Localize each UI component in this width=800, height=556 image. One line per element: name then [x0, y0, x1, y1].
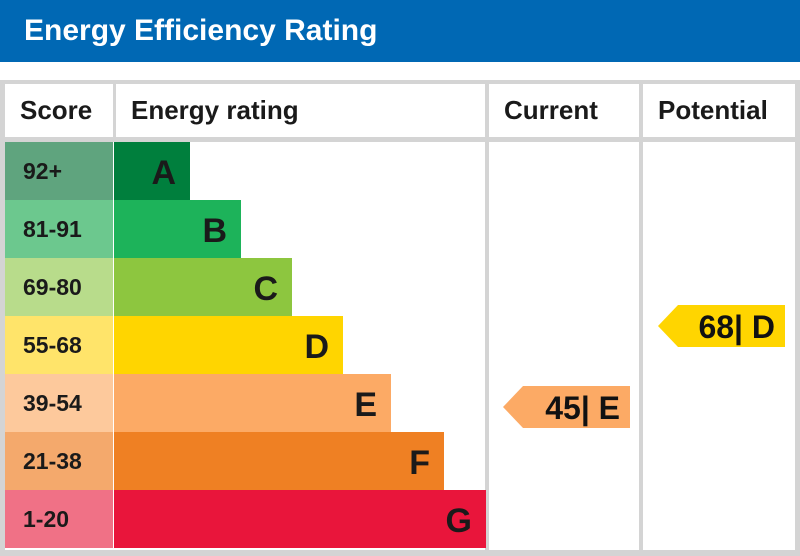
score-c: 69-80	[5, 258, 113, 316]
score-e: 39-54	[5, 374, 113, 432]
rating-header: Energy rating	[131, 95, 299, 125]
score-f: 21-38	[5, 432, 113, 490]
band-bar-b: B	[114, 200, 241, 258]
band-bar-c: C	[114, 258, 292, 316]
band-bar-d: D	[114, 316, 343, 374]
potential-header: Potential	[658, 95, 768, 125]
potential-header-cell	[643, 84, 795, 137]
band-bar-f: F	[114, 432, 444, 490]
chart-title: Energy Efficiency Rating	[0, 0, 800, 62]
current-cell	[489, 142, 639, 550]
current-header-cell	[489, 84, 639, 137]
potential-rating-arrow: 68| D	[658, 305, 785, 347]
score-header-cell	[5, 84, 113, 137]
score-b: 81-91	[5, 200, 113, 258]
band-bar-e: E	[114, 374, 391, 432]
rating-header-cell	[116, 84, 485, 137]
rating-table: Score Energy rating Current Potential 92…	[0, 80, 800, 556]
current-header: Current	[504, 95, 598, 125]
score-g: 1-20	[5, 490, 113, 548]
score-header: Score	[20, 95, 93, 125]
band-bar-a: A	[114, 142, 190, 200]
band-bar-g: G	[114, 490, 486, 548]
current-rating-arrow: 45| E	[503, 386, 630, 428]
score-a: 92+	[5, 142, 113, 200]
score-d: 55-68	[5, 316, 113, 374]
